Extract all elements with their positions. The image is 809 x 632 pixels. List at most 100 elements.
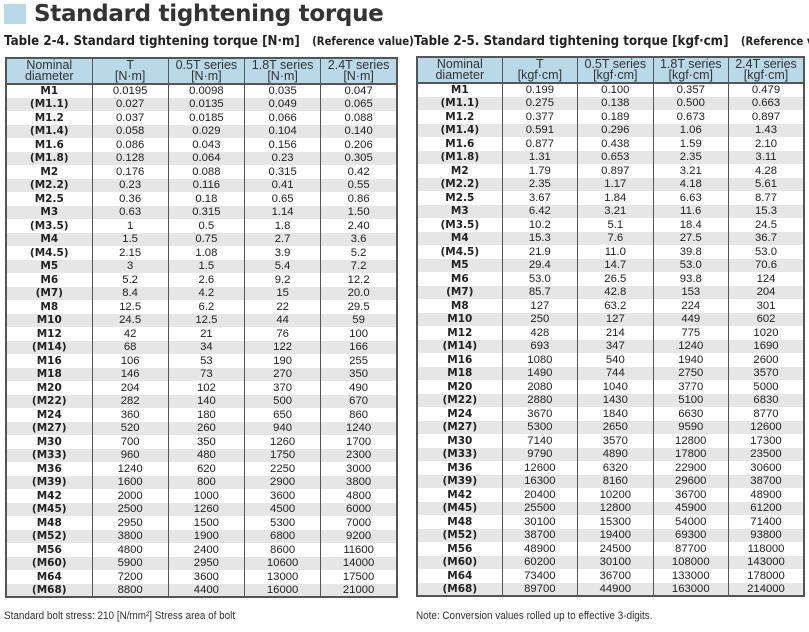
nominal-diameter-cell: (M1.1) — [5, 97, 93, 111]
torque-value-cell: 1430 — [577, 393, 654, 407]
torque-value-cell: 7200 — [91, 570, 169, 584]
torque-value-cell: 8160 — [577, 474, 654, 488]
table-row: (M1.4) 0.591 0.296 1.06 1.43 — [416, 123, 804, 137]
torque-value-cell: 54000 — [652, 515, 729, 529]
table-row: M42 20400 10200 36700 48900 — [416, 488, 804, 502]
nominal-diameter-cell: M3 — [5, 205, 93, 219]
torque-value-cell: 5300 — [501, 420, 578, 434]
torque-value-cell: 100 — [320, 327, 397, 341]
table-row: M3 6.42 3.21 11.6 15.3 — [416, 204, 804, 218]
torque-value-cell: 347 — [577, 339, 654, 353]
torque-value-cell: 16000 — [243, 583, 321, 597]
table-row: (M68) 8800 4400 16000 21000 — [5, 583, 397, 597]
table-row: M48 2950 1500 5300 7000 — [5, 516, 397, 530]
torque-value-cell: 0.199 — [501, 83, 578, 97]
torque-value-cell: 1.5 — [91, 232, 169, 246]
torque-value-cell: 1600 — [91, 475, 169, 489]
table-row: M10 24.5 12.5 44 59 — [5, 313, 397, 327]
table-row: M8 12.5 6.2 22 29.5 — [5, 300, 397, 314]
nominal-diameter-cell: (M60) — [5, 556, 93, 570]
torque-value-cell: 143000 — [727, 555, 804, 569]
table-row: M1 0.0195 0.0098 0.035 0.047 — [5, 84, 397, 98]
nominal-diameter-cell: M10 — [5, 313, 93, 327]
torque-value-cell: 8.77 — [727, 191, 804, 205]
nominal-diameter-cell: M2 — [5, 165, 93, 179]
torque-value-cell: 38700 — [501, 528, 578, 542]
table-row: M20 204 102 370 490 — [5, 381, 397, 395]
torque-value-cell: 1.50 — [320, 205, 397, 219]
torque-value-cell: 29.5 — [320, 300, 397, 314]
torque-value-cell: 0.65 — [243, 192, 321, 206]
table-row: M1.2 0.377 0.189 0.673 0.897 — [416, 110, 804, 124]
torque-value-cell: 70.6 — [727, 258, 804, 272]
torque-value-cell: 93800 — [727, 528, 804, 542]
header-unit: [N·m] — [191, 69, 222, 83]
torque-value-cell: 1690 — [727, 339, 804, 353]
header-unit: [kgf·cm] — [668, 68, 713, 82]
torque-value-cell: 0.0098 — [167, 84, 245, 98]
torque-value-cell: 224 — [652, 299, 729, 313]
torque-value-cell: 180 — [167, 408, 245, 422]
column-header: T [kgf·cm] — [501, 56, 579, 84]
torque-value-cell: 1.31 — [501, 150, 578, 164]
torque-value-cell: 0.23 — [91, 178, 169, 192]
nominal-diameter-cell: (M68) — [416, 582, 503, 596]
torque-value-cell: 13000 — [243, 570, 321, 584]
nominal-diameter-cell: (M1.4) — [416, 123, 503, 137]
nominal-diameter-cell: (M3.5) — [416, 218, 503, 232]
table-row: M1.2 0.037 0.0185 0.066 0.088 — [5, 111, 397, 125]
torque-value-cell: 6.2 — [167, 300, 245, 314]
table-row: M64 73400 36700 133000 178000 — [416, 569, 804, 583]
torque-value-cell: 0.653 — [577, 150, 654, 164]
torque-value-cell: 127 — [577, 312, 654, 326]
torque-value-cell: 1900 — [167, 529, 245, 543]
torque-value-cell: 118000 — [727, 542, 804, 556]
torque-value-cell: 1.43 — [727, 123, 804, 137]
table-row: (M14) 693 347 1240 1690 — [416, 339, 804, 353]
nominal-diameter-cell: M16 — [5, 354, 93, 368]
torque-value-cell: 89700 — [501, 582, 578, 596]
torque-value-cell: 301 — [727, 299, 804, 313]
nominal-diameter-cell: M1.6 — [416, 137, 503, 151]
table-row: (M7) 85.7 42.8 153 204 — [416, 285, 804, 299]
torque-value-cell: 11.6 — [652, 204, 729, 218]
torque-value-cell: 2950 — [167, 556, 245, 570]
table-row: M36 12600 6320 22900 30600 — [416, 461, 804, 475]
nominal-diameter-cell: M56 — [5, 543, 93, 557]
torque-value-cell: 44 — [243, 313, 321, 327]
column-header: 2.4T series [N·m] — [320, 57, 398, 85]
torque-value-cell: 0.0135 — [167, 97, 245, 111]
torque-value-cell: 5.2 — [91, 273, 169, 287]
table-row: (M22) 2880 1430 5100 6830 — [416, 393, 804, 407]
torque-value-cell: 1.59 — [652, 137, 729, 151]
torque-value-cell: 0.156 — [243, 138, 321, 152]
torque-value-cell: 24.5 — [91, 313, 169, 327]
torque-value-cell: 350 — [320, 367, 397, 381]
torque-value-cell: 2650 — [577, 420, 654, 434]
torque-value-cell: 520 — [91, 421, 169, 435]
left-table-caption: Table 2-4. Standard tightening torque [N… — [4, 33, 414, 49]
nominal-diameter-cell: M18 — [5, 367, 93, 381]
table-row: (M45) 2500 1260 4500 6000 — [5, 502, 397, 516]
torque-value-cell: 5.4 — [243, 259, 321, 273]
torque-value-cell: 2880 — [501, 393, 578, 407]
table-row: (M45) 25500 12800 45900 61200 — [416, 501, 804, 515]
table-row: (M2.2) 0.23 0.116 0.41 0.55 — [5, 178, 397, 192]
table-row: M36 1240 620 2250 3000 — [5, 462, 397, 476]
torque-value-cell: 6630 — [652, 407, 729, 421]
nominal-diameter-cell: M1 — [416, 83, 503, 97]
torque-value-cell: 0.029 — [167, 124, 245, 138]
torque-value-cell: 0.088 — [167, 165, 245, 179]
torque-value-cell: 940 — [243, 421, 321, 435]
torque-value-cell: 15300 — [577, 515, 654, 529]
torque-value-cell: 29600 — [652, 474, 729, 488]
reference-note: (Reference value) — [740, 34, 809, 48]
nominal-diameter-cell: (M2.2) — [416, 177, 503, 191]
torque-value-cell: 0.591 — [501, 123, 578, 137]
torque-value-cell: 0.42 — [320, 165, 397, 179]
nominal-diameter-cell: M6 — [416, 272, 503, 286]
column-header: 1.8T series [kgf·cm] — [652, 56, 729, 84]
torque-value-cell: 8.4 — [91, 286, 169, 300]
torque-value-cell: 3800 — [320, 475, 397, 489]
header-label: 2.4T series — [327, 58, 390, 72]
